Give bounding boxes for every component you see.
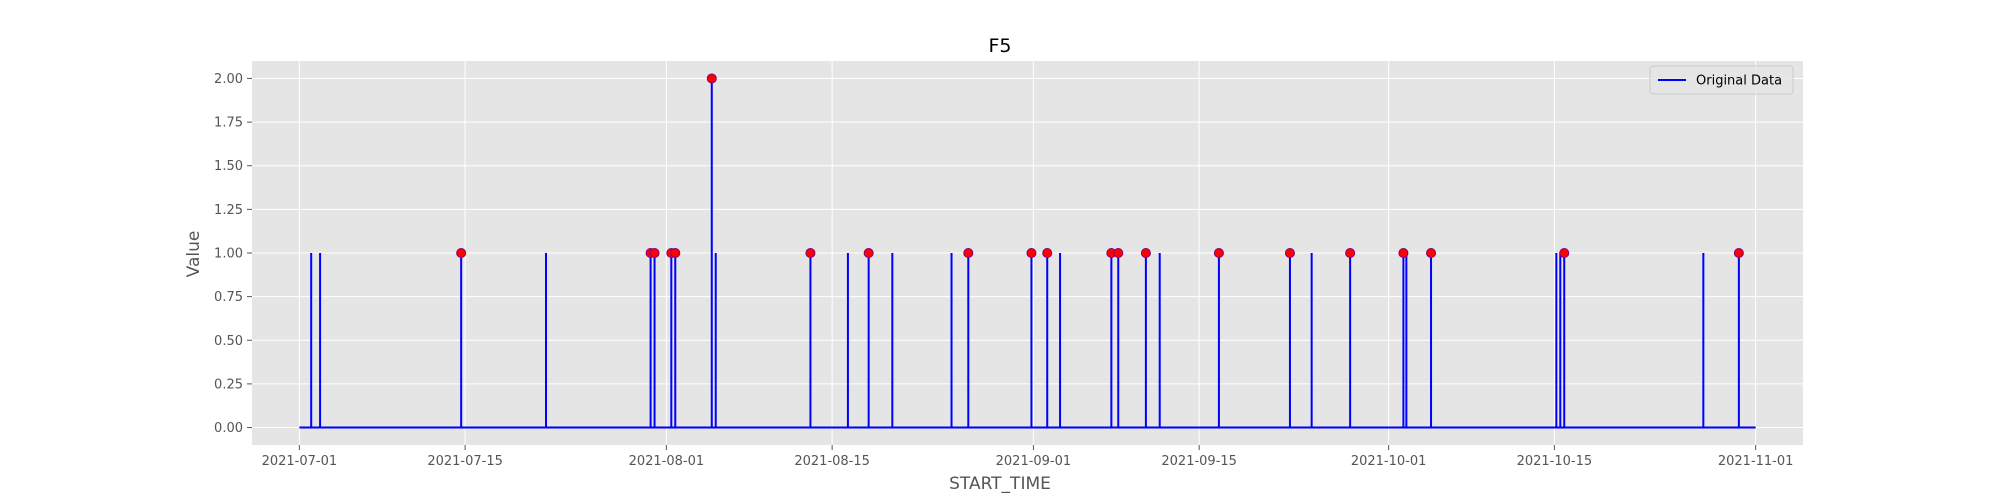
anomaly-marker [1284,248,1295,258]
x-tick-label: 2021-09-15 [1161,454,1237,469]
series-layer [299,78,1756,429]
y-tick-label: 1.00 [214,247,243,262]
x-tick-label: 2021-07-01 [262,454,338,469]
anomaly-marker [1345,248,1356,258]
anomaly-marker [1140,248,1151,258]
anomaly-marker [1733,248,1744,258]
anomaly-marker [1113,248,1124,258]
y-tick-label: 0.50 [214,334,243,349]
x-tick-label: 2021-07-15 [427,454,503,469]
y-tick-label: 0.00 [214,421,243,436]
x-tick-label: 2021-11-01 [1718,454,1794,469]
y-axis-label: Value [184,231,204,278]
y-tick-label: 1.50 [214,159,243,174]
anomaly-marker [1398,248,1409,258]
y-tick-label: 1.25 [214,203,243,218]
chart-title: F5 [988,35,1011,57]
x-axis-label: START_TIME [949,474,1051,494]
x-tick-label: 2021-08-15 [794,454,870,469]
anomaly-marker [1026,248,1037,258]
anomaly-marker [1559,248,1570,258]
anomaly-marker [1213,248,1224,258]
legend-box [1649,65,1794,95]
y-tick-label: 0.25 [214,377,243,392]
x-tick-label: 2021-09-01 [996,454,1072,469]
legend-label-original-data: Original Data [1696,74,1782,89]
marker-layer [456,73,1744,258]
anomaly-marker [1426,248,1437,258]
anomaly-marker [863,248,874,258]
anomaly-marker [706,73,717,84]
y-tick-label: 1.75 [214,116,243,131]
y-tick-label: 0.75 [214,290,243,305]
x-tick-label: 2021-08-01 [629,454,705,469]
anomaly-marker [963,248,974,258]
legend: Original Data [1649,65,1794,95]
x-tick-label: 2021-10-01 [1351,454,1427,469]
anomaly-marker [805,248,816,258]
anomaly-marker [1042,248,1053,258]
x-tick-label: 2021-10-15 [1517,454,1593,469]
anomaly-marker [649,248,660,258]
anomaly-marker [670,248,681,258]
axis-layer: 0.00 0.25 0.50 0.75 1.00 1.25 1.50 1.75 2.00 2021… [214,72,1793,469]
y-tick-label: 2.00 [214,72,243,87]
anomaly-marker [456,248,467,258]
